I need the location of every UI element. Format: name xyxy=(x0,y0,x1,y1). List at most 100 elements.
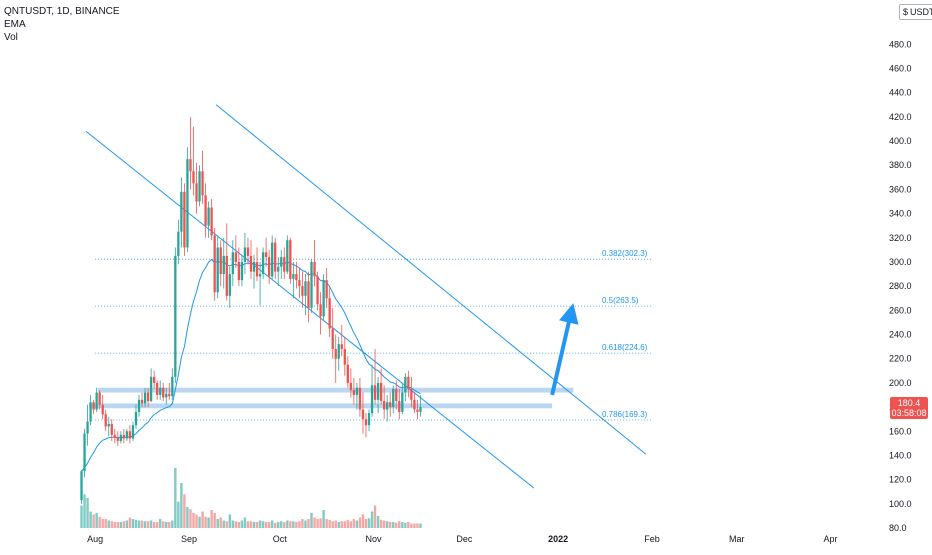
candle-body xyxy=(304,281,307,296)
candle-body xyxy=(140,399,144,404)
y-tick-label: 460.0 xyxy=(889,63,912,73)
candle-body xyxy=(243,247,247,262)
volume-bar xyxy=(343,521,347,528)
volume-bar xyxy=(240,520,244,528)
y-tick-label: 340.0 xyxy=(889,209,912,219)
candle-body xyxy=(116,437,119,441)
volume-bar xyxy=(131,519,135,528)
candle-body xyxy=(258,274,262,277)
volume-bar xyxy=(152,522,156,528)
volume-bar xyxy=(195,514,198,528)
volume-bar xyxy=(146,521,150,528)
candle-body xyxy=(83,433,86,472)
candle-body xyxy=(137,399,141,412)
volume-bar xyxy=(316,519,319,528)
candle-body xyxy=(331,328,334,350)
volume-bar xyxy=(168,522,171,528)
x-tick-label: 2022 xyxy=(548,534,568,544)
volume-bar xyxy=(119,522,123,528)
last-price-badge: 180.4 03:58:08 xyxy=(890,397,928,419)
candle-body xyxy=(92,402,95,410)
volume-bar xyxy=(189,509,192,528)
candle-body xyxy=(234,252,238,262)
volume-bar xyxy=(192,513,195,528)
volume-bar xyxy=(367,518,371,528)
volume-bar xyxy=(313,517,316,528)
candle-body xyxy=(104,414,107,427)
volume-bar xyxy=(216,519,219,528)
candle-body xyxy=(171,376,174,397)
volume-bar xyxy=(376,516,380,528)
volume-bar xyxy=(322,510,325,528)
candle-body xyxy=(370,385,374,414)
candle-body xyxy=(286,240,289,272)
volume-bar xyxy=(261,521,265,528)
candle-body xyxy=(198,171,201,202)
volume-bar xyxy=(155,522,159,528)
volume-bar xyxy=(361,514,365,528)
candle-body xyxy=(416,409,419,412)
volume-bar xyxy=(234,521,238,528)
candle-body xyxy=(313,261,316,277)
volume-bar xyxy=(110,521,113,528)
volume-bar xyxy=(398,521,401,528)
volume-bar xyxy=(283,522,286,528)
legend-symbol[interactable]: QNTUSDT, 1D, BINANCE xyxy=(4,6,120,17)
candle-body xyxy=(162,387,165,398)
ema-curve xyxy=(81,258,421,472)
candle-body xyxy=(328,298,331,329)
candle-body xyxy=(231,252,234,275)
volume-bar xyxy=(101,519,104,528)
candle-body xyxy=(319,304,322,317)
candle-body xyxy=(298,280,301,287)
legend-ema[interactable]: EMA xyxy=(4,19,26,30)
volume-bar xyxy=(340,521,343,528)
y-tick-label: 260.0 xyxy=(889,305,912,315)
volume-bar xyxy=(298,521,301,528)
x-tick-label: Dec xyxy=(456,534,473,544)
volume-bar xyxy=(401,522,404,528)
currency-selector[interactable]: $ USDT xyxy=(899,4,932,20)
y-tick-label: 100.0 xyxy=(889,499,912,509)
channel-trendline xyxy=(85,130,535,489)
candle-body xyxy=(98,392,101,405)
candle-body xyxy=(252,261,256,272)
volume-bar xyxy=(267,522,271,528)
candle-body xyxy=(207,207,210,226)
fib-level-label: 0.382(302.3) xyxy=(602,249,648,258)
y-tick-label: 200.0 xyxy=(889,378,912,388)
volume-bar xyxy=(404,522,407,528)
candle-body xyxy=(310,261,313,308)
candle-body xyxy=(107,424,110,427)
up-arrow xyxy=(550,303,579,396)
volume-bar xyxy=(388,522,392,528)
volume-bar xyxy=(286,520,289,528)
candle-body xyxy=(168,393,171,397)
volume-bar xyxy=(237,522,241,528)
candle-body xyxy=(413,399,416,410)
candle-body xyxy=(343,349,346,365)
volume-bar xyxy=(395,522,398,528)
y-tick-label: 400.0 xyxy=(889,136,912,146)
candle-body xyxy=(292,274,295,279)
candle-body xyxy=(110,424,113,435)
candle-body xyxy=(267,257,271,277)
volume-bar xyxy=(337,522,340,528)
legend-vol[interactable]: Vol xyxy=(4,32,18,43)
volume-bar xyxy=(213,513,216,528)
channel-trendline xyxy=(215,104,647,455)
candle-body xyxy=(395,388,398,402)
volume-bar xyxy=(122,521,126,528)
x-tick-label: Apr xyxy=(824,534,838,544)
x-tick-label: Nov xyxy=(366,534,383,544)
volume-bar xyxy=(258,520,262,528)
candle-body xyxy=(189,159,192,172)
volume-bar xyxy=(255,522,259,528)
volume-bar xyxy=(349,521,353,528)
volume-bar xyxy=(107,520,110,528)
x-tick-label: Feb xyxy=(644,534,660,544)
y-tick-label: 320.0 xyxy=(889,233,912,243)
candle-body xyxy=(364,419,368,426)
